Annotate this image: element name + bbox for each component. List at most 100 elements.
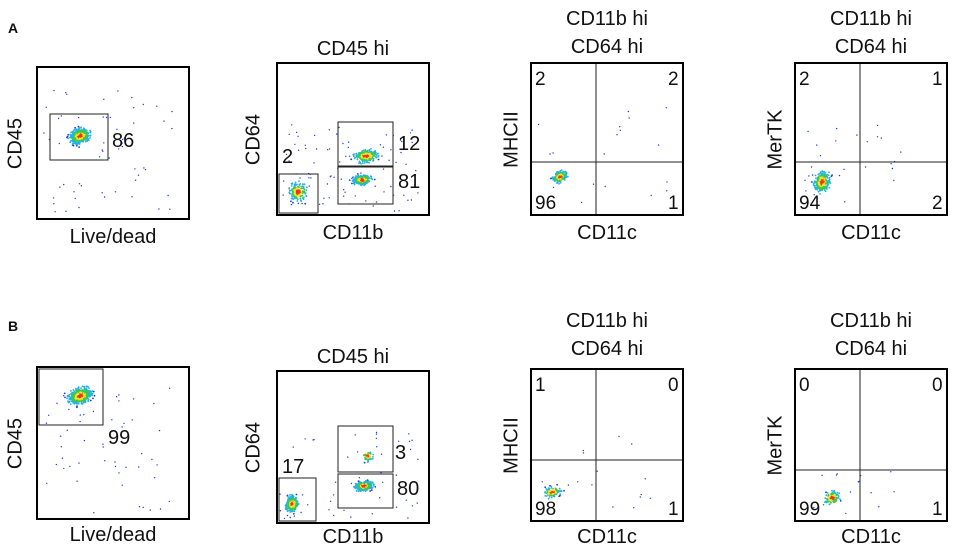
event-dot — [82, 399, 85, 402]
event-dot — [89, 134, 92, 137]
event-dot — [76, 403, 78, 405]
event-dot — [295, 496, 297, 499]
event-dot — [835, 140, 837, 142]
event-dot — [75, 389, 77, 392]
event-dot — [549, 490, 552, 493]
event-dot — [296, 193, 299, 196]
event-dot — [835, 498, 838, 501]
event-dot — [371, 513, 373, 515]
event-dot — [123, 422, 125, 425]
event-dot — [72, 394, 75, 397]
event-dot — [580, 201, 583, 204]
panel-title-a2: CD45 hi — [316, 38, 390, 60]
event-dot — [294, 191, 296, 194]
event-dot — [300, 191, 303, 194]
event-dot — [81, 385, 84, 388]
event-dot — [417, 192, 419, 194]
event-dot — [821, 172, 824, 175]
gate-b2-low — [278, 477, 317, 522]
event-dot — [60, 115, 63, 117]
event-dot — [366, 461, 369, 463]
event-dot — [86, 397, 89, 400]
event-dot — [350, 158, 353, 161]
event-dot — [303, 190, 306, 193]
event-dot — [289, 509, 292, 512]
event-dot — [374, 486, 377, 488]
event-dot — [92, 390, 95, 393]
event-dot — [158, 208, 160, 210]
event-dot — [821, 170, 824, 173]
event-dot — [564, 170, 567, 173]
event-dot — [70, 397, 72, 400]
event-dot — [372, 456, 374, 458]
event-dot — [83, 386, 85, 388]
event-dot — [80, 126, 82, 129]
event-dot — [297, 135, 299, 137]
event-dot — [364, 486, 367, 489]
event-dot — [819, 155, 822, 157]
event-dot — [395, 161, 397, 164]
event-dot — [368, 150, 371, 152]
quadrant-br-a3: 1 — [668, 193, 679, 214]
event-dot — [78, 126, 81, 129]
event-dot — [327, 149, 329, 151]
event-dot — [84, 140, 87, 143]
event-dot — [295, 131, 298, 134]
event-dot — [293, 503, 296, 506]
event-dot — [357, 480, 360, 482]
event-dot — [364, 490, 367, 493]
event-dot — [356, 175, 359, 178]
event-dot — [825, 179, 828, 182]
event-dot — [555, 179, 558, 181]
event-dot — [89, 399, 92, 402]
event-dot — [352, 182, 355, 185]
event-dot — [825, 498, 828, 500]
event-dot — [353, 178, 356, 180]
event-dot — [74, 135, 77, 138]
event-dot — [816, 188, 819, 191]
event-dot — [657, 144, 660, 146]
event-dot — [69, 396, 72, 399]
event-dot — [821, 189, 823, 191]
event-dot — [79, 133, 82, 135]
event-dot — [78, 129, 80, 131]
event-dot — [83, 396, 85, 398]
panel-title-b3-line1: CD11b hi — [566, 310, 648, 332]
event-dot — [69, 136, 71, 139]
event-dot — [53, 203, 55, 205]
event-dot — [363, 488, 365, 491]
event-dot — [558, 173, 561, 176]
event-dot — [332, 494, 335, 496]
event-dot — [814, 174, 817, 177]
event-dot — [369, 159, 371, 162]
event-dot — [819, 171, 822, 174]
event-dot — [361, 178, 364, 180]
x-axis-label-a3: CD11c — [577, 222, 637, 244]
event-dot — [118, 148, 120, 150]
event-dot — [78, 141, 81, 143]
event-dot — [300, 185, 303, 188]
event-dot — [69, 134, 72, 136]
event-dot — [552, 152, 554, 154]
event-dot — [372, 453, 374, 456]
x-axis-label-a1: Live/dead — [69, 226, 157, 248]
event-dot — [812, 182, 815, 185]
event-dot — [68, 408, 70, 411]
event-dot — [363, 486, 366, 488]
event-dot — [67, 133, 70, 136]
event-dot — [822, 186, 825, 189]
event-dot — [114, 465, 117, 468]
event-dot — [407, 199, 409, 201]
event-dot — [369, 456, 371, 458]
event-dot — [843, 168, 845, 170]
event-dot — [354, 482, 357, 485]
event-dot — [890, 163, 892, 165]
event-dot — [417, 458, 419, 460]
event-dot — [292, 198, 295, 201]
event-dot — [328, 197, 330, 199]
event-dot — [86, 131, 89, 134]
event-dot — [666, 181, 668, 183]
event-dot — [382, 481, 384, 483]
event-dot — [63, 392, 66, 395]
event-dot — [366, 178, 369, 181]
